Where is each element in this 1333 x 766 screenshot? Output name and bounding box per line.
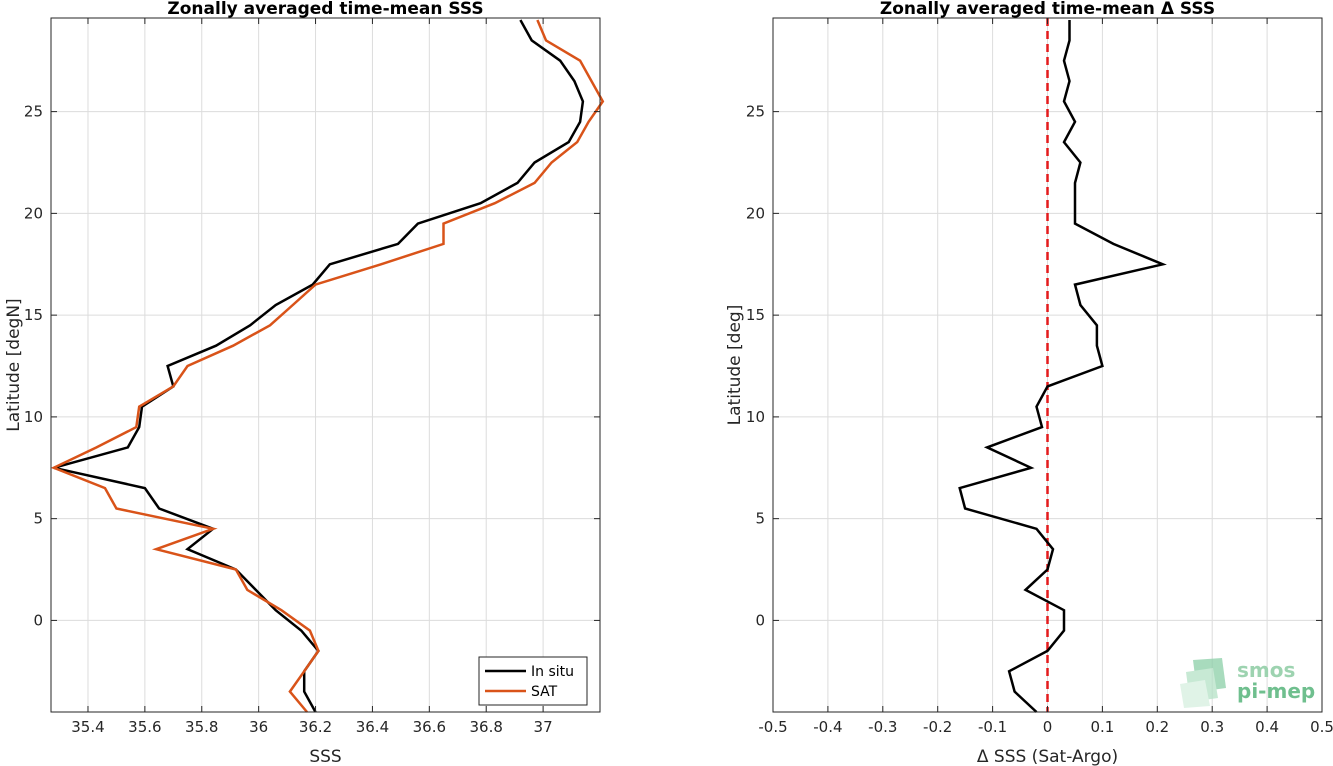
x-tick-label: 0.1 [1090, 718, 1114, 736]
legend-label-in-situ: In situ [531, 664, 574, 680]
x-tick-label: 37 [534, 718, 553, 736]
x-tick-label: 36 [249, 718, 268, 736]
x-tick-label: 0.2 [1145, 718, 1169, 736]
series-line-delta-sss [958, 20, 1167, 713]
right-chart-panel: -0.5 -0.4 -0.3 -0.2 -0.1 0 0.1 0.2 0.3 0.4 0.5 0 5 10… [725, 0, 1333, 766]
x-tick-label: 36.6 [413, 718, 446, 736]
y-tick-label: 0 [33, 611, 43, 629]
x-tick-label: 0.3 [1200, 718, 1224, 736]
y-tick-label: 20 [24, 204, 43, 222]
x-tick-label: 35.6 [128, 718, 161, 736]
x-tick-label: 35.8 [185, 718, 218, 736]
chart-title: Zonally averaged time-mean Δ SSS [880, 0, 1215, 19]
y-axis-label: Latitude [deg] [725, 305, 745, 426]
x-tick-label: 0.5 [1310, 718, 1333, 736]
axes-frame [50, 17, 601, 713]
y-tick-label: 0 [755, 611, 765, 629]
y-tick-label: 5 [755, 510, 765, 528]
x-tick-label: 0.4 [1255, 718, 1279, 736]
y-tick-label: 25 [746, 103, 765, 121]
y-tick-label: 5 [33, 510, 43, 528]
chart-title: Zonally averaged time-mean SSS [167, 0, 483, 19]
y-tick-label: 15 [746, 306, 765, 324]
series-line-sat [50, 19, 605, 713]
x-tick-label: -0.4 [813, 718, 842, 736]
x-tick-label: 36.4 [356, 718, 389, 736]
x-tick-label: 36.8 [470, 718, 503, 736]
y-tick-label: 10 [746, 408, 765, 426]
logo-text-pi-mep: pi-mep [1237, 679, 1315, 703]
y-axis-label: Latitude [degN] [4, 298, 24, 431]
x-tick-label: 0 [1043, 718, 1053, 736]
logo-text-smos: smos [1237, 658, 1295, 682]
plot-area [51, 18, 600, 712]
logo-emblem-icon [1180, 658, 1226, 708]
series-line-in-situ [53, 19, 585, 713]
y-tick-label: 10 [24, 408, 43, 426]
y-tick-label: 15 [24, 306, 43, 324]
legend-box [478, 656, 588, 706]
y-tick-label: 25 [24, 103, 43, 121]
left-chart-panel: 35.4 35.6 35.8 36 36.2 36.4 36.6 36.8 37 0 5 10 15 20… [4, 0, 605, 766]
x-tick-label: 36.2 [299, 718, 332, 736]
y-tick-label: 20 [746, 204, 765, 222]
x-axis-label: Δ SSS (Sat-Argo) [977, 747, 1118, 766]
x-tick-label: -0.3 [868, 718, 897, 736]
legend: In situ SAT [478, 656, 588, 706]
legend-label-sat: SAT [531, 684, 558, 700]
smos-pi-mep-logo: smos pi-mep [1180, 658, 1315, 708]
x-tick-label: -0.2 [923, 718, 952, 736]
x-tick-label: -0.1 [978, 718, 1007, 736]
x-tick-label: 35.4 [71, 718, 104, 736]
x-tick-label: -0.5 [758, 718, 787, 736]
x-axis-label: SSS [309, 747, 341, 766]
